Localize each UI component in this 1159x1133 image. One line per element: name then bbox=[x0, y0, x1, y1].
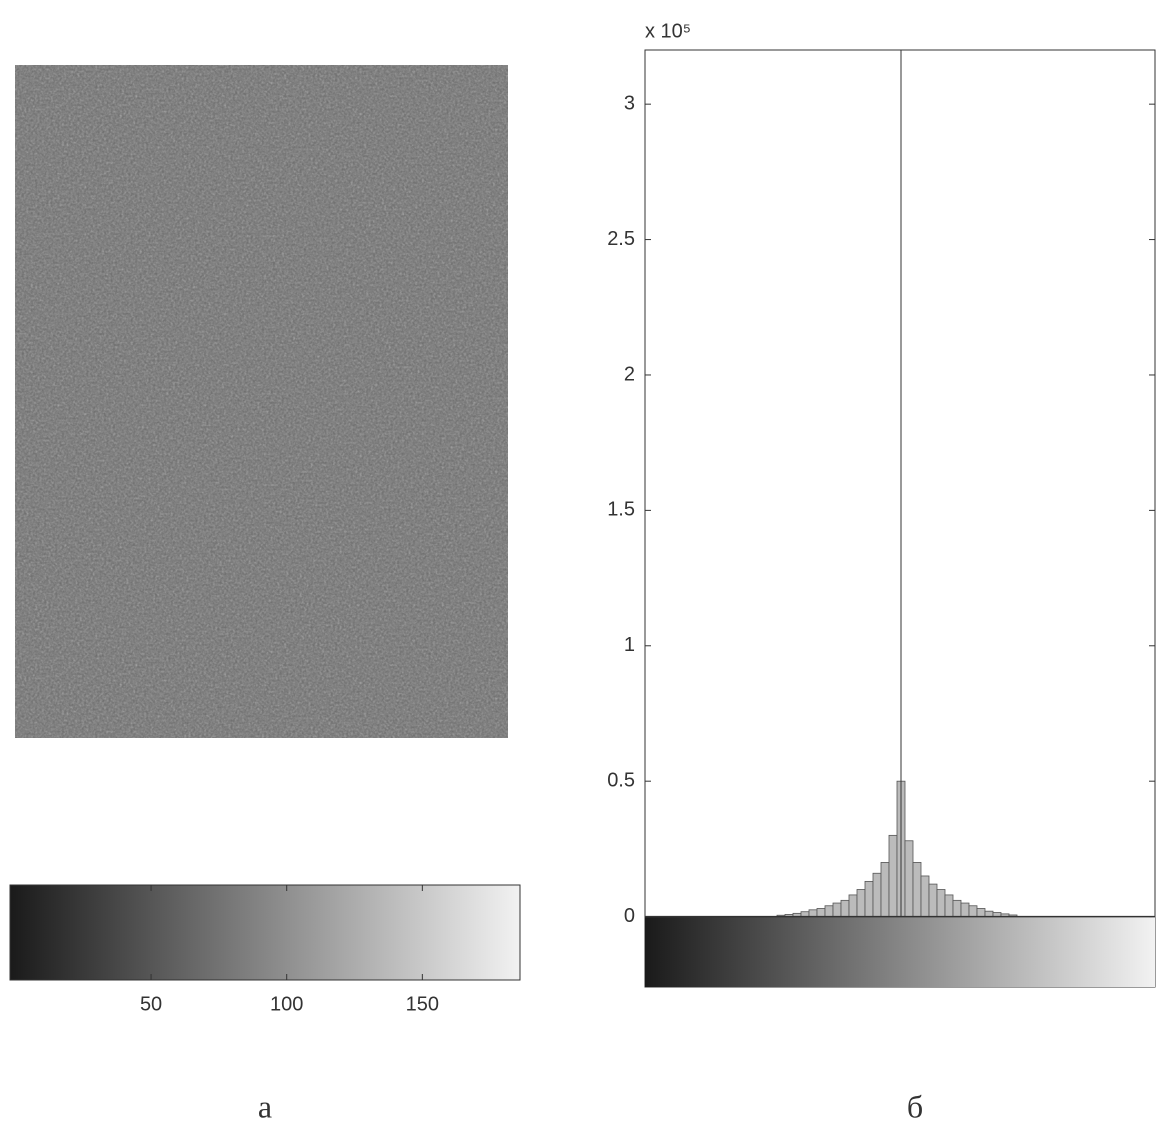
y-tick-label: 2 bbox=[624, 363, 635, 385]
bar bbox=[912, 862, 922, 917]
y-tick-label: 2.5 bbox=[607, 228, 635, 250]
bar bbox=[864, 880, 874, 917]
bar bbox=[984, 910, 994, 917]
hist-colorbar bbox=[645, 917, 1155, 987]
x-tick-label: 150 bbox=[406, 993, 439, 1015]
bar bbox=[808, 909, 818, 917]
bar bbox=[856, 889, 866, 917]
bar bbox=[888, 834, 898, 917]
bar bbox=[848, 894, 858, 917]
bar bbox=[936, 889, 946, 917]
bar bbox=[968, 905, 978, 917]
x-tick-label: 100 bbox=[270, 993, 303, 1015]
y-tick-label: 1 bbox=[624, 634, 635, 656]
bar bbox=[816, 908, 826, 917]
y-tick-label: 3 bbox=[624, 92, 635, 114]
bar bbox=[832, 902, 842, 917]
bar bbox=[976, 908, 986, 917]
colorbar bbox=[9, 884, 521, 981]
panel-label: б bbox=[907, 1088, 923, 1124]
y-tick-label: 0.5 bbox=[607, 769, 635, 791]
bar bbox=[944, 894, 954, 917]
bar bbox=[840, 899, 850, 917]
multiplier: x 10⁵ bbox=[645, 20, 691, 42]
bar bbox=[824, 905, 834, 917]
bar bbox=[960, 902, 970, 917]
bar bbox=[872, 872, 882, 917]
bar bbox=[920, 875, 930, 917]
bar bbox=[928, 883, 938, 917]
bar bbox=[904, 840, 914, 917]
panel-label: а bbox=[258, 1088, 272, 1124]
x-tick-label: 50 bbox=[140, 993, 162, 1015]
y-tick-label: 0 bbox=[624, 905, 635, 927]
y-tick-label: 1.5 bbox=[607, 499, 635, 521]
bar bbox=[952, 899, 962, 917]
bar bbox=[880, 862, 890, 917]
image-noise bbox=[15, 65, 508, 738]
